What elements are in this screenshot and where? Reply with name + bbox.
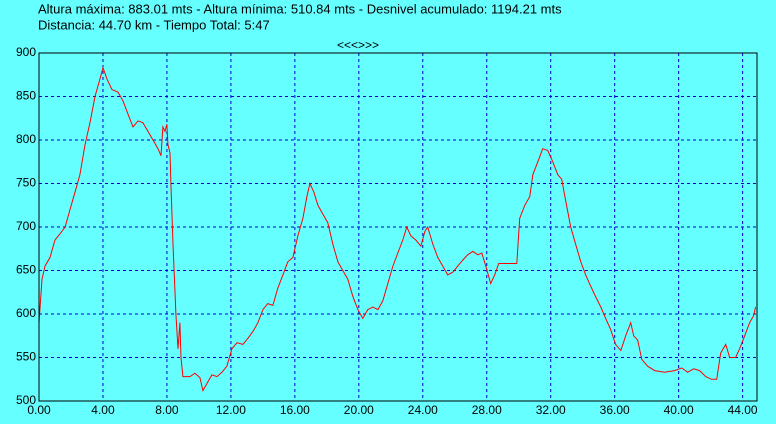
x-tick-label: 0.00 bbox=[27, 403, 51, 417]
y-tick-label: 900 bbox=[16, 45, 36, 59]
x-tick-label: 24.00 bbox=[408, 403, 438, 417]
x-tick-label: 32.00 bbox=[536, 403, 566, 417]
summary-line: Altura máxima: 883.01 mts - Altura mínim… bbox=[38, 1, 562, 16]
x-tick-label: 4.00 bbox=[91, 403, 115, 417]
plot-area bbox=[39, 53, 757, 401]
y-tick-label: 500 bbox=[16, 393, 36, 407]
y-tick-label: 800 bbox=[16, 132, 36, 146]
y-tick-label: 650 bbox=[16, 263, 36, 277]
elevation-line bbox=[38, 66, 757, 392]
y-tick-label: 700 bbox=[16, 219, 36, 233]
x-tick-label: 36.00 bbox=[600, 403, 630, 417]
summary-line: Distancia: 44.70 km - Tiempo Total: 5:47 bbox=[38, 17, 270, 32]
x-tick-label: 40.00 bbox=[664, 403, 694, 417]
y-tick-label: 550 bbox=[16, 350, 36, 364]
x-tick-label: 20.00 bbox=[344, 403, 374, 417]
plot-border bbox=[38, 52, 758, 402]
x-tick-label: 8.00 bbox=[155, 403, 179, 417]
x-tick-label: 44.00 bbox=[728, 403, 758, 417]
x-tick-label: 28.00 bbox=[472, 403, 502, 417]
y-tick-label: 600 bbox=[16, 306, 36, 320]
x-tick-label: 12.00 bbox=[216, 403, 246, 417]
y-tick-label: 750 bbox=[16, 176, 36, 190]
x-tick-label: 16.00 bbox=[280, 403, 310, 417]
nav-arrows[interactable]: <<<>>> bbox=[337, 38, 379, 52]
y-tick-label: 850 bbox=[16, 89, 36, 103]
